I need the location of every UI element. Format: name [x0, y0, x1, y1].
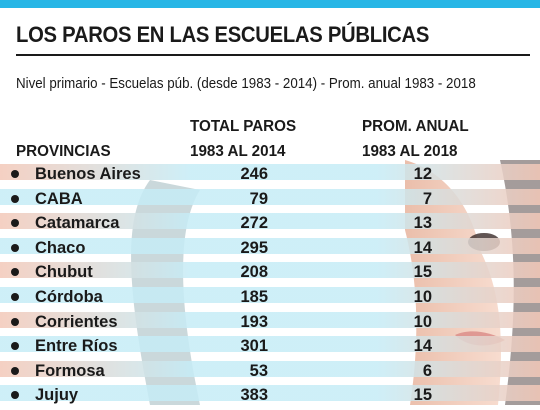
header-provincias: PROVINCIAS	[16, 143, 111, 160]
bullet-icon	[11, 170, 19, 178]
table-row: Catamarca 272 13	[0, 213, 540, 238]
header-total-line1: TOTAL PAROS	[190, 118, 297, 135]
province-name: Chubut	[35, 263, 93, 282]
province-name: Chaco	[35, 238, 86, 257]
prom-anual-value: 13	[413, 214, 432, 233]
total-paros-value: 383	[240, 386, 268, 405]
total-paros-value: 246	[240, 165, 268, 183]
prom-anual-value: 14	[413, 337, 432, 356]
bullet-icon	[11, 243, 19, 252]
table-row: Buenos Aires 246 12	[0, 164, 540, 189]
top-accent-bar	[0, 0, 540, 8]
provinces-table: Buenos Aires 246 12 CABA 79 7 Catamarca 272 13 Ch…	[0, 164, 540, 410]
table-row: Formosa 53 6	[0, 360, 540, 386]
header-prom-line2: 1983 AL 2018	[362, 143, 458, 160]
row-stripe	[0, 336, 540, 353]
prom-anual-value: 10	[413, 312, 432, 331]
bullet-icon	[11, 194, 19, 203]
row-stripe	[0, 262, 540, 279]
row-stripe	[0, 188, 540, 205]
title-divider	[16, 54, 530, 56]
bullet-icon	[11, 391, 19, 400]
total-paros-value: 193	[240, 312, 268, 331]
province-name: Catamarca	[35, 214, 120, 233]
table-row: Jujuy 383 15	[0, 385, 540, 410]
row-stripe	[0, 385, 540, 402]
province-name: Corrientes	[35, 312, 118, 331]
prom-anual-value: 15	[413, 263, 432, 282]
province-name: CABA	[35, 189, 83, 208]
province-name: Jujuy	[35, 386, 79, 405]
row-stripe	[0, 286, 540, 303]
total-paros-value: 295	[240, 238, 268, 257]
total-paros-value: 185	[240, 287, 268, 306]
province-name: Buenos Aires	[35, 165, 141, 183]
table-row: Chubut 208 15	[0, 262, 540, 287]
prom-anual-value: 6	[422, 361, 432, 380]
bullet-icon	[11, 317, 19, 326]
table-row: Córdoba 185 10	[0, 286, 540, 312]
prom-anual-value: 7	[422, 189, 432, 208]
total-paros-value: 301	[240, 337, 268, 356]
chart-subtitle: Nivel primario - Escuelas púb. (desde 19…	[16, 76, 476, 92]
table-row: CABA 79 7	[0, 188, 540, 214]
prom-anual-value: 12	[413, 165, 432, 183]
row-stripe	[0, 164, 540, 180]
chart-title: LOS PAROS EN LAS ESCUELAS PÚBLICAS	[16, 22, 430, 47]
province-name: Córdoba	[35, 287, 103, 306]
province-name: Entre Ríos	[35, 337, 118, 356]
total-paros-value: 79	[249, 189, 268, 208]
prom-anual-value: 10	[413, 287, 432, 306]
table-row: Chaco 295 14	[0, 237, 540, 263]
province-name: Formosa	[35, 361, 105, 380]
row-stripe	[0, 360, 540, 377]
prom-anual-value: 15	[413, 386, 432, 405]
total-paros-value: 272	[240, 214, 268, 233]
bullet-icon	[11, 366, 19, 375]
row-stripe	[0, 311, 540, 328]
bullet-icon	[11, 292, 19, 301]
header-prom-line1: PROM. ANUAL	[362, 118, 469, 135]
prom-anual-value: 14	[413, 238, 432, 257]
total-paros-value: 208	[240, 263, 268, 282]
header-total-line2: 1983 AL 2014	[190, 143, 286, 160]
table-row: Corrientes 193 10	[0, 311, 540, 337]
bullet-icon	[11, 219, 19, 228]
bullet-icon	[11, 342, 19, 351]
row-stripe	[0, 237, 540, 254]
row-stripe	[0, 213, 540, 230]
bullet-icon	[11, 268, 19, 277]
total-paros-value: 53	[249, 361, 268, 380]
table-row: Entre Ríos 301 14	[0, 336, 540, 361]
